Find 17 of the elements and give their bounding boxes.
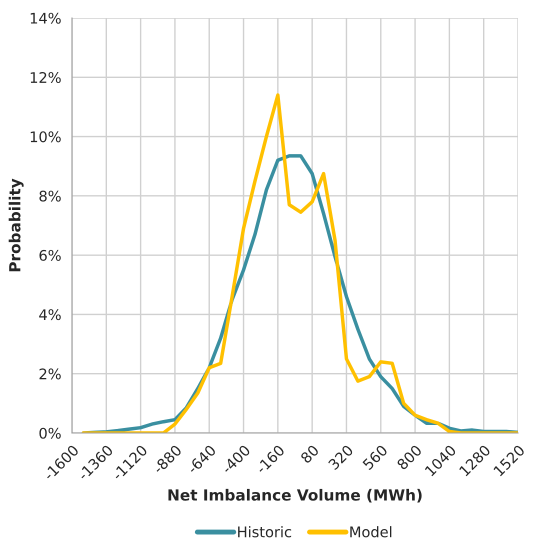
x-tick-label: 320 bbox=[328, 444, 354, 470]
y-tick-label: 6% bbox=[39, 250, 61, 261]
x-tick-label: 800 bbox=[396, 444, 422, 470]
y-tick-label: 0% bbox=[39, 428, 61, 439]
line-series bbox=[82, 93, 518, 433]
y-tick-label: 4% bbox=[39, 309, 61, 320]
y-tick-label: 14% bbox=[30, 12, 61, 24]
legend-label: Model bbox=[350, 526, 392, 538]
x-axis-title: Net Imbalance Volume (MWh) bbox=[168, 488, 422, 503]
y-tick-label: 8% bbox=[39, 190, 61, 202]
y-axis-title: Probability bbox=[8, 178, 24, 272]
y-tick-label: 10% bbox=[30, 131, 61, 142]
y-tick-label: 2% bbox=[40, 368, 61, 380]
x-tick-label: 560 bbox=[362, 444, 388, 470]
x-tick-label: 80 bbox=[300, 444, 320, 464]
legend-label: Historic bbox=[238, 526, 292, 538]
y-tick-label: 12% bbox=[30, 72, 61, 84]
